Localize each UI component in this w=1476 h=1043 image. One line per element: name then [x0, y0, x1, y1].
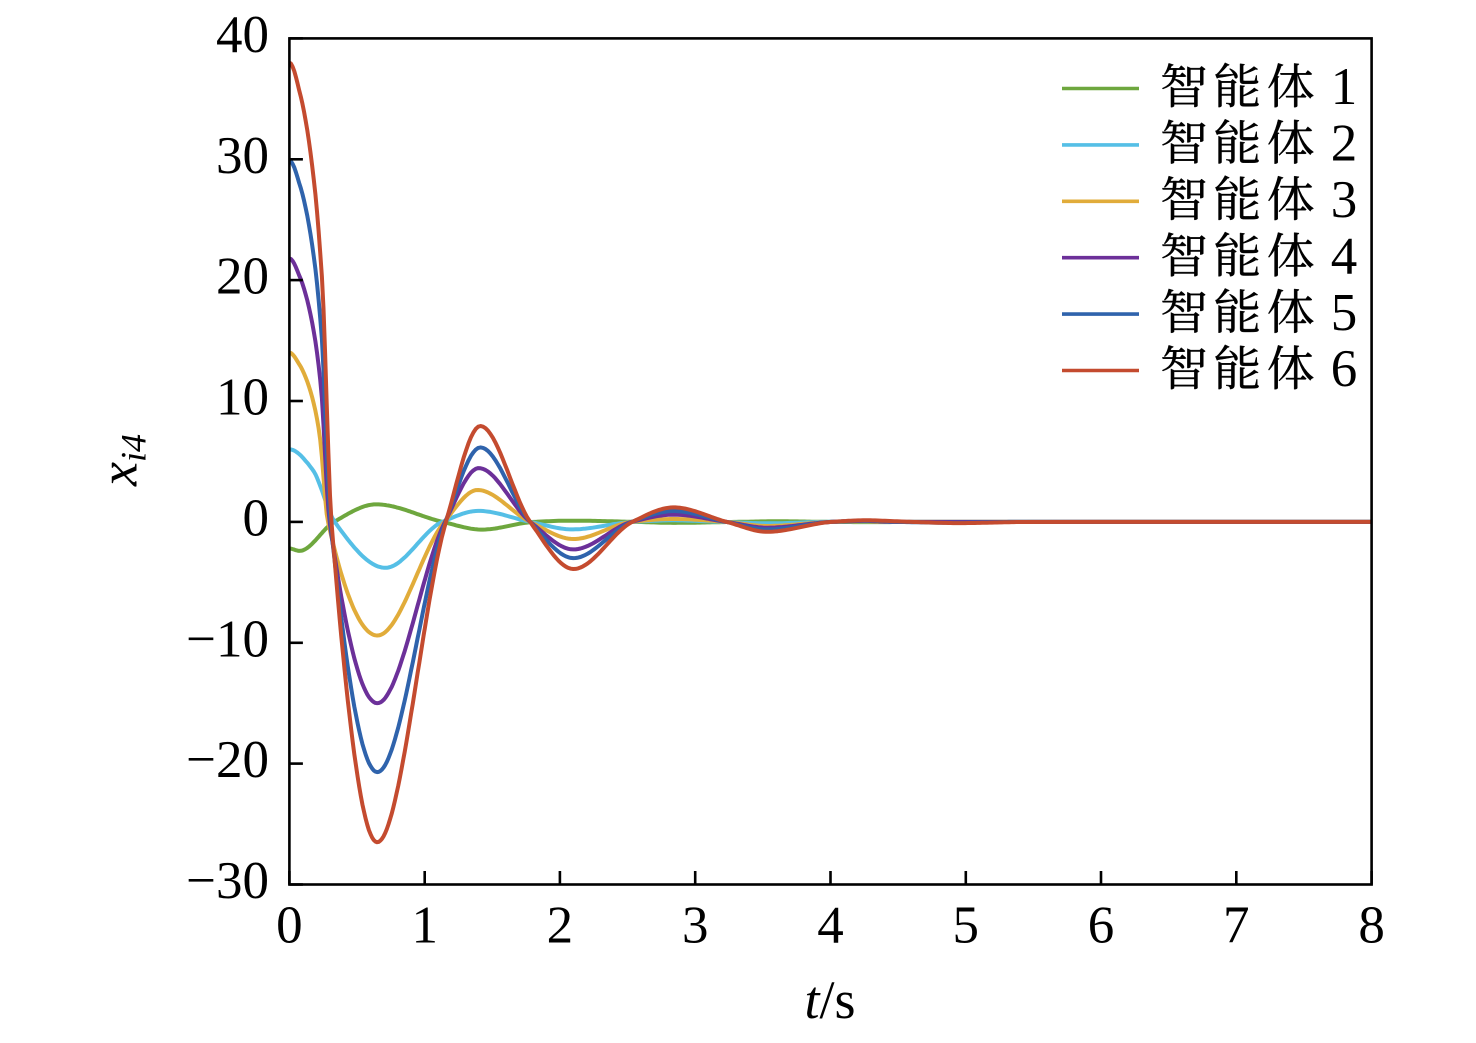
svg-text:5: 5: [1331, 284, 1358, 342]
svg-text:6: 6: [1331, 340, 1358, 398]
svg-text:1: 1: [411, 897, 438, 955]
svg-text:7: 7: [1223, 897, 1250, 955]
svg-text:1: 1: [1331, 58, 1358, 116]
svg-text:0: 0: [243, 490, 270, 548]
svg-text:−20: −20: [186, 731, 269, 789]
svg-text:3: 3: [1331, 171, 1358, 229]
svg-text:4: 4: [817, 897, 844, 955]
svg-text:20: 20: [216, 248, 269, 306]
svg-text:10: 10: [216, 369, 269, 427]
svg-text:30: 30: [216, 127, 269, 185]
svg-text:5: 5: [953, 897, 980, 955]
svg-text:t/s: t/s: [804, 970, 855, 1030]
svg-text:−30: −30: [186, 852, 269, 910]
svg-text:−10: −10: [186, 610, 269, 668]
svg-text:2: 2: [1331, 115, 1358, 173]
svg-text:2: 2: [547, 897, 574, 955]
svg-text:8: 8: [1358, 897, 1385, 955]
svg-text:6: 6: [1088, 897, 1115, 955]
svg-text:3: 3: [682, 897, 709, 955]
svg-text:40: 40: [216, 6, 269, 64]
svg-text:4: 4: [1331, 227, 1358, 285]
svg-text:0: 0: [276, 897, 303, 955]
